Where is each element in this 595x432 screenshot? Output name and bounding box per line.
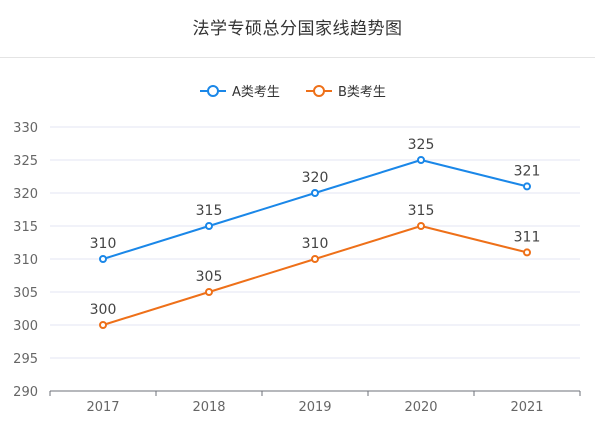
series-1-data-label: 325 (408, 137, 435, 153)
series-2-point[interactable] (311, 255, 319, 263)
y-tick-label: 295 (13, 352, 38, 367)
series-1-point[interactable] (311, 189, 319, 197)
series-1-point[interactable] (417, 156, 425, 164)
y-tick-label: 290 (13, 385, 38, 400)
series-2-data-label: 305 (196, 269, 223, 285)
series-1-data-label: 315 (196, 203, 223, 219)
legend-marker-icon (207, 85, 219, 97)
y-tick-label: 315 (13, 220, 38, 235)
series-1-point[interactable] (205, 222, 213, 230)
series-1-data-label: 320 (302, 170, 329, 186)
legend-item-1[interactable]: A类考生 (200, 85, 280, 100)
series-2-data-label: 315 (408, 203, 435, 219)
x-axis-tick-labels: 2017 2018 2019 2020 2021 (86, 400, 543, 415)
y-tick-label: 320 (13, 187, 38, 202)
series-1-data-label: 310 (90, 236, 117, 252)
series-2-data-label: 300 (90, 302, 117, 318)
series-2-data-label: 310 (302, 236, 329, 252)
data-labels: 310 315 320 325 321 300 305 310 315 311 (90, 137, 541, 318)
series-1-data-label: 321 (514, 163, 541, 179)
series-2-point[interactable] (205, 288, 213, 296)
y-tick-label: 310 (13, 253, 38, 268)
x-axis (49, 390, 581, 396)
x-tick-label: 2020 (404, 400, 437, 415)
title-divider (0, 57, 595, 58)
legend-marker-icon (313, 85, 325, 97)
series-1-point[interactable] (99, 255, 107, 263)
legend[interactable]: A类考生 B类考生 (200, 85, 386, 100)
x-tick-label: 2019 (298, 400, 331, 415)
series-1-point[interactable] (523, 182, 531, 191)
y-tick-label: 325 (13, 154, 38, 169)
series-lines (99, 156, 531, 329)
x-tick-label: 2018 (192, 400, 225, 415)
series-2-point[interactable] (99, 321, 107, 329)
series-2-data-label: 311 (514, 229, 541, 245)
legend-item-2[interactable]: B类考生 (306, 85, 386, 100)
x-tick-label: 2017 (86, 400, 119, 415)
series-2-point[interactable] (417, 222, 425, 230)
y-tick-label: 300 (13, 319, 38, 334)
legend-label: A类考生 (232, 85, 280, 100)
y-tick-label: 305 (13, 286, 38, 301)
series-2-point[interactable] (523, 248, 531, 257)
legend-label: B类考生 (338, 85, 386, 100)
x-tick-label: 2021 (510, 400, 543, 415)
chart-title: 法学专硕总分国家线趋势图 (192, 19, 403, 39)
y-tick-label: 330 (13, 121, 38, 136)
y-axis-tick-labels: 290 295 300 305 310 315 320 325 330 (13, 121, 38, 400)
